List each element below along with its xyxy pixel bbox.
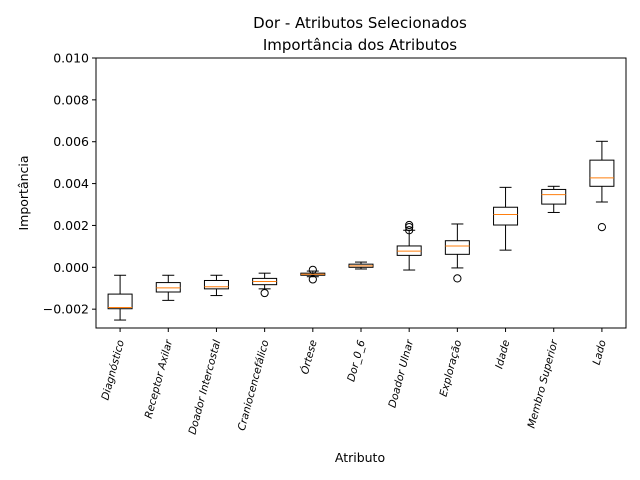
box-3 (203, 274, 229, 297)
x-tick-label: Diagnóstico (99, 339, 127, 402)
chart-title-line-2: Importância dos Atributos (263, 36, 457, 54)
x-axis-label: Atributo (335, 450, 385, 465)
y-tick-label: −0.002 (43, 302, 89, 317)
box-1 (107, 274, 133, 321)
x-tick-label: Craniocencefálico (236, 339, 272, 432)
box-9 (493, 186, 519, 251)
box-2 (155, 274, 181, 301)
box-body (203, 279, 229, 290)
x-tick-label: Receptor Axilar (143, 338, 176, 420)
x-tick-label: Doador Intercostal (187, 339, 224, 436)
box-body (155, 282, 181, 293)
y-tick-label: 0.004 (53, 176, 89, 191)
y-axis-label: Importância (16, 155, 31, 230)
x-tick-label: Membro Superior (526, 338, 561, 430)
x-tick-label: Órtese (298, 338, 320, 375)
box-body (444, 240, 470, 255)
x-tick-label: Dor_0_6 (345, 338, 368, 383)
outlier-point (405, 226, 414, 235)
outlier-point (308, 275, 317, 284)
box-4 (252, 272, 278, 298)
box-7 (396, 220, 422, 271)
box-body (589, 159, 615, 187)
x-tick-label: Exploração (438, 339, 465, 398)
outlier-point (405, 223, 414, 232)
box-body (396, 245, 422, 256)
y-axis-ticks: −0.002 0.000 0.002 0.004 0.006 0.008 0.010 (43, 51, 96, 317)
outlier-point (597, 223, 607, 232)
outlier-point (308, 265, 317, 274)
box-body (107, 293, 133, 310)
y-tick-label: 0.006 (53, 134, 89, 149)
plot-frame (95, 57, 627, 329)
box-body (541, 188, 567, 205)
x-tick-label: Doador Ulnar (386, 338, 416, 409)
outlier-point (405, 220, 414, 230)
outlier-point (453, 274, 462, 283)
box-series (107, 140, 615, 321)
y-tick-label: 0.002 (53, 218, 89, 233)
box-5 (300, 265, 326, 284)
y-tick-label: 0.008 (53, 92, 89, 107)
x-tick-label: Idade (493, 339, 512, 370)
chart-title-line-1: Dor - Atributos Selecionados (253, 14, 467, 32)
box-10 (541, 185, 567, 213)
box-6 (348, 261, 374, 270)
x-axis-ticks: Diagnóstico Receptor Axilar Doador Interco… (99, 328, 609, 436)
y-tick-label: 0.000 (53, 260, 89, 275)
box-11 (589, 140, 615, 232)
outlier-point (260, 288, 269, 298)
y-tick-label: 0.010 (53, 51, 89, 66)
x-tick-label: Lado (591, 339, 609, 367)
box-8 (444, 223, 470, 283)
box-body (493, 206, 519, 226)
